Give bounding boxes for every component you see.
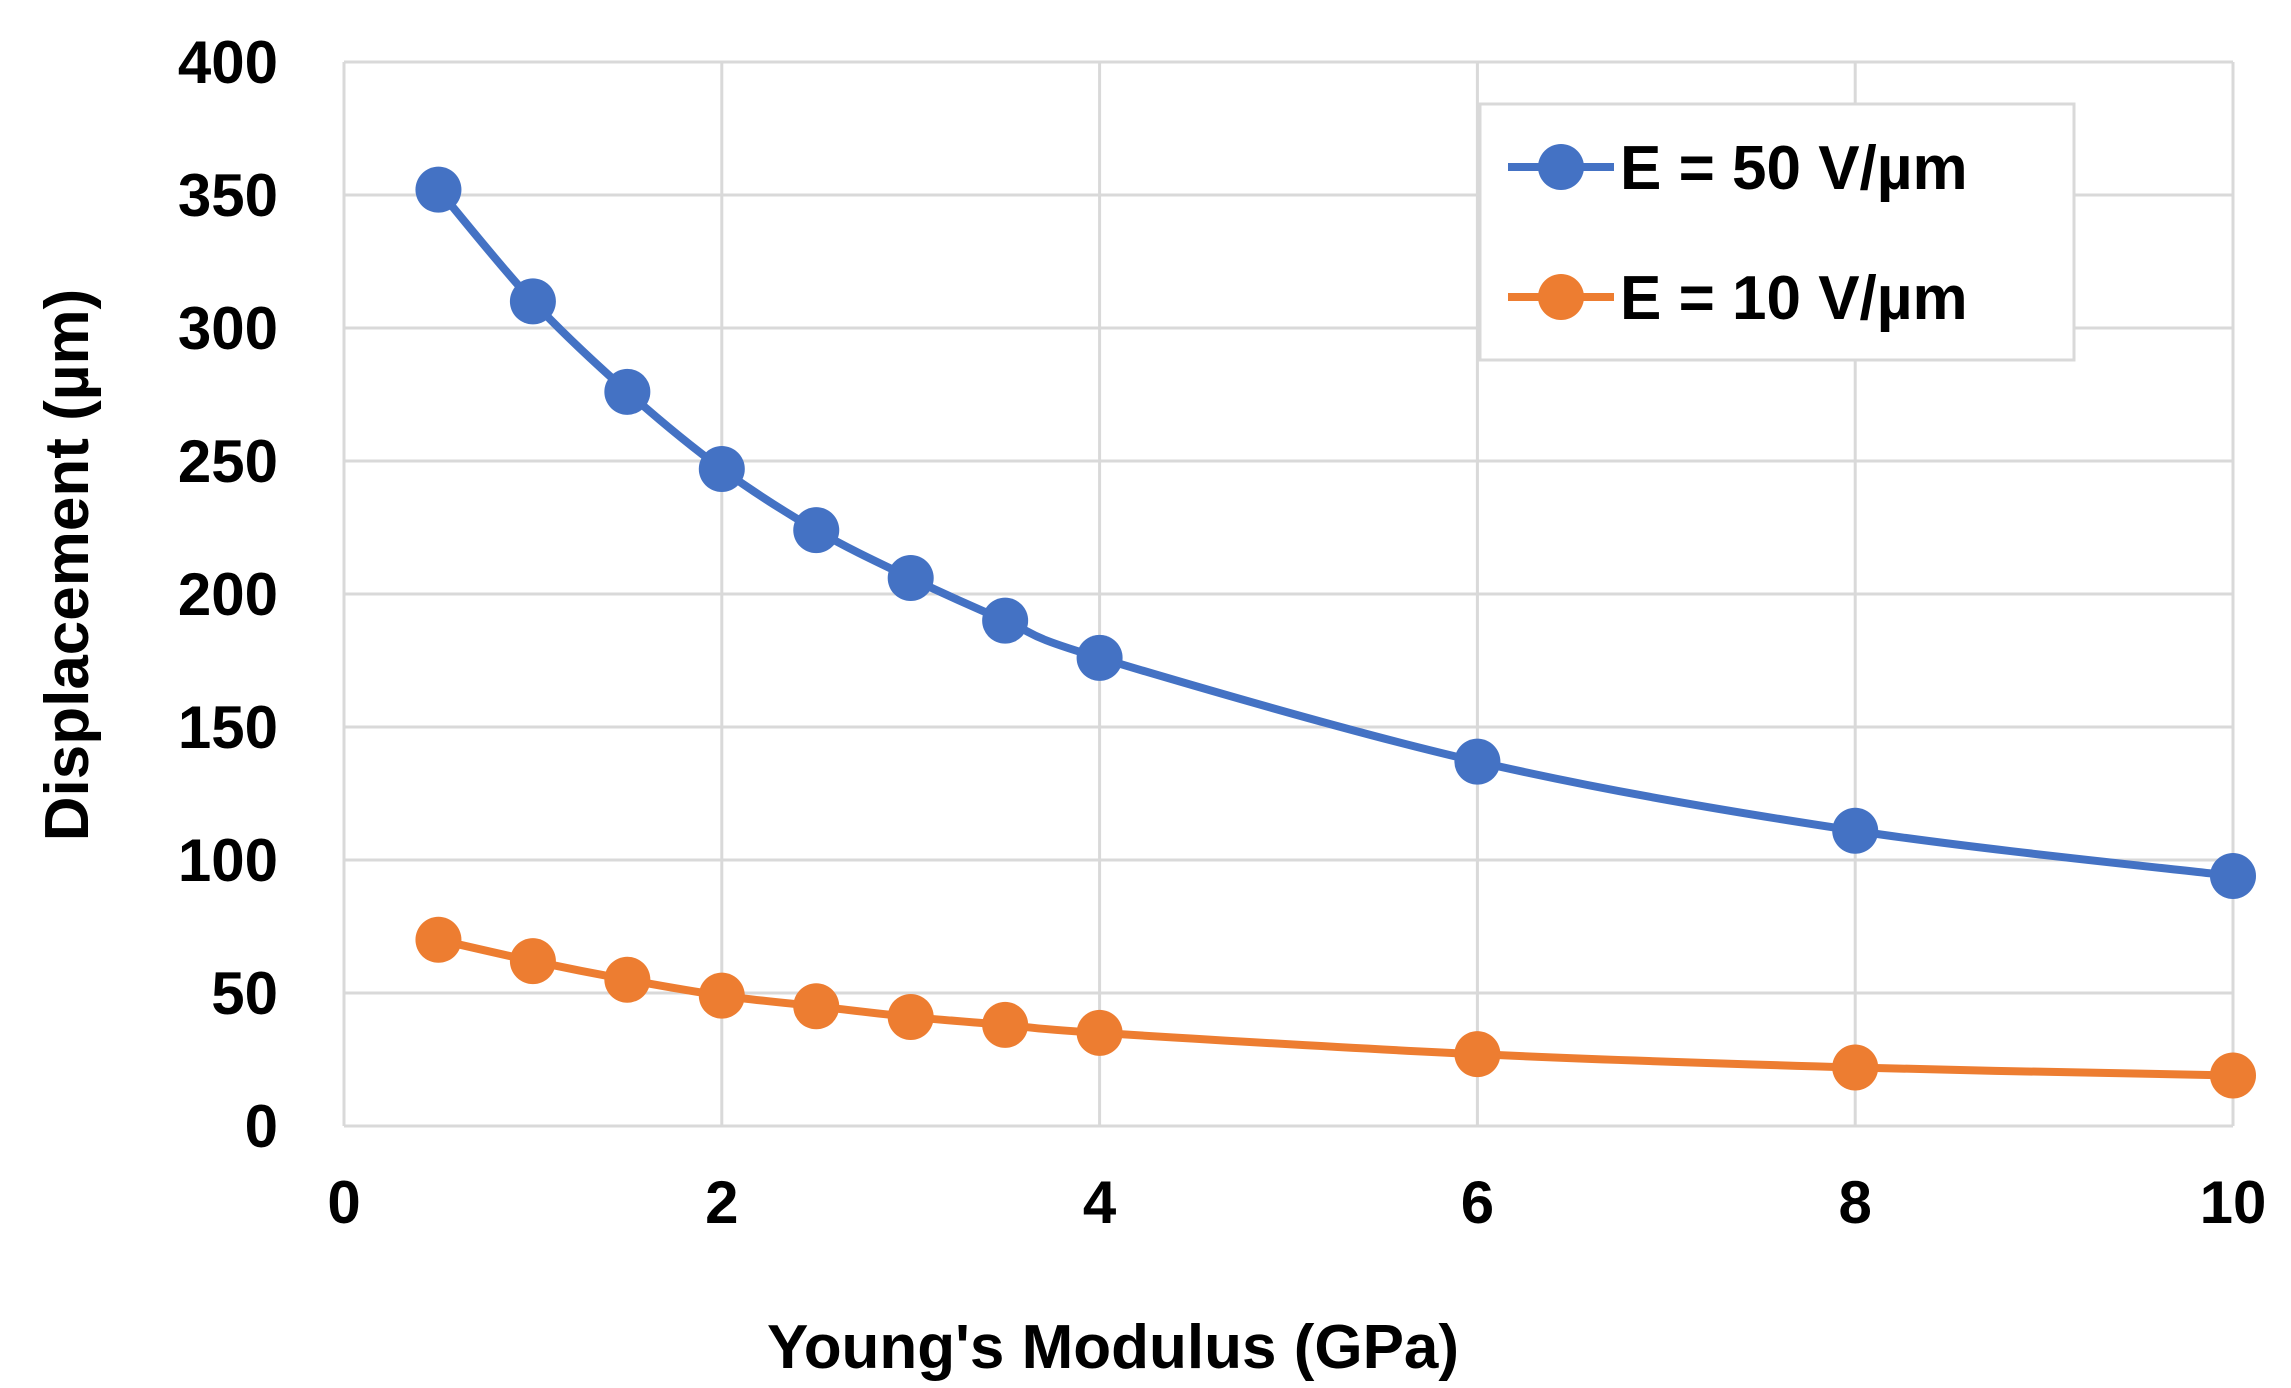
- y-tick-label: 0: [245, 1093, 278, 1160]
- series-2-point: [2210, 1052, 2256, 1099]
- series-1-point: [509, 278, 556, 325]
- y-tick-labels: 0 50 100 150 200 250 300 350 400: [178, 29, 278, 1160]
- series-2-point: [1454, 1031, 1501, 1078]
- y-tick-label: 200: [178, 561, 278, 628]
- series-2-point: [1076, 1009, 1123, 1056]
- x-tick-labels: 0 2 4 6 8 10: [327, 1169, 2266, 1236]
- x-axis-title: Young's Modulus (GPa): [767, 1313, 1459, 1382]
- series-2-point: [415, 916, 462, 963]
- series-2-point: [887, 993, 934, 1040]
- x-tick-label: 8: [1839, 1169, 1872, 1236]
- y-tick-label: 350: [178, 162, 278, 229]
- legend-marker-series-2: [1538, 274, 1584, 320]
- series-1-point: [415, 166, 462, 213]
- legend-marker-series-1: [1538, 144, 1584, 190]
- series-1-point: [698, 445, 745, 492]
- y-tick-label: 250: [178, 428, 278, 495]
- series-group: [415, 166, 2256, 1099]
- y-axis-title: Displacement (µm): [33, 289, 102, 842]
- series-2-point: [509, 938, 556, 985]
- series-2-point: [1832, 1044, 1879, 1091]
- series-1-point: [887, 555, 934, 602]
- y-tick-label: 50: [211, 960, 278, 1027]
- legend-label-series-2: E = 10 V/µm: [1620, 264, 1968, 333]
- y-tick-label: 150: [178, 694, 278, 761]
- x-tick-label: 4: [1083, 1169, 1117, 1236]
- series-2-point: [698, 972, 745, 1019]
- x-tick-label: 6: [1461, 1169, 1494, 1236]
- legend: E = 50 V/µm E = 10 V/µm: [1478, 102, 2076, 362]
- series-2-point: [982, 1001, 1029, 1048]
- series-1-point: [2210, 852, 2256, 899]
- series-1-point: [982, 597, 1029, 644]
- series-2-point: [793, 983, 840, 1030]
- axes: [342, 62, 2233, 1128]
- legend-item-series-1: E = 50 V/µm: [1508, 134, 1968, 203]
- series-2-point: [604, 956, 651, 1003]
- y-tick-label: 100: [178, 827, 278, 894]
- series-1-point: [793, 507, 840, 554]
- y-tick-label: 400: [178, 29, 278, 96]
- series-1-point: [1832, 807, 1879, 854]
- series-1-point: [1076, 634, 1123, 681]
- x-tick-label: 10: [2200, 1169, 2267, 1236]
- y-tick-label: 300: [178, 295, 278, 362]
- series-1-point: [1454, 738, 1501, 785]
- legend-item-series-2: E = 10 V/µm: [1508, 264, 1968, 333]
- legend-label-series-1: E = 50 V/µm: [1620, 134, 1968, 203]
- x-tick-label: 2: [705, 1169, 738, 1236]
- x-tick-label: 0: [327, 1169, 360, 1236]
- series-1-point: [604, 368, 651, 415]
- legend-box: [1478, 102, 2076, 362]
